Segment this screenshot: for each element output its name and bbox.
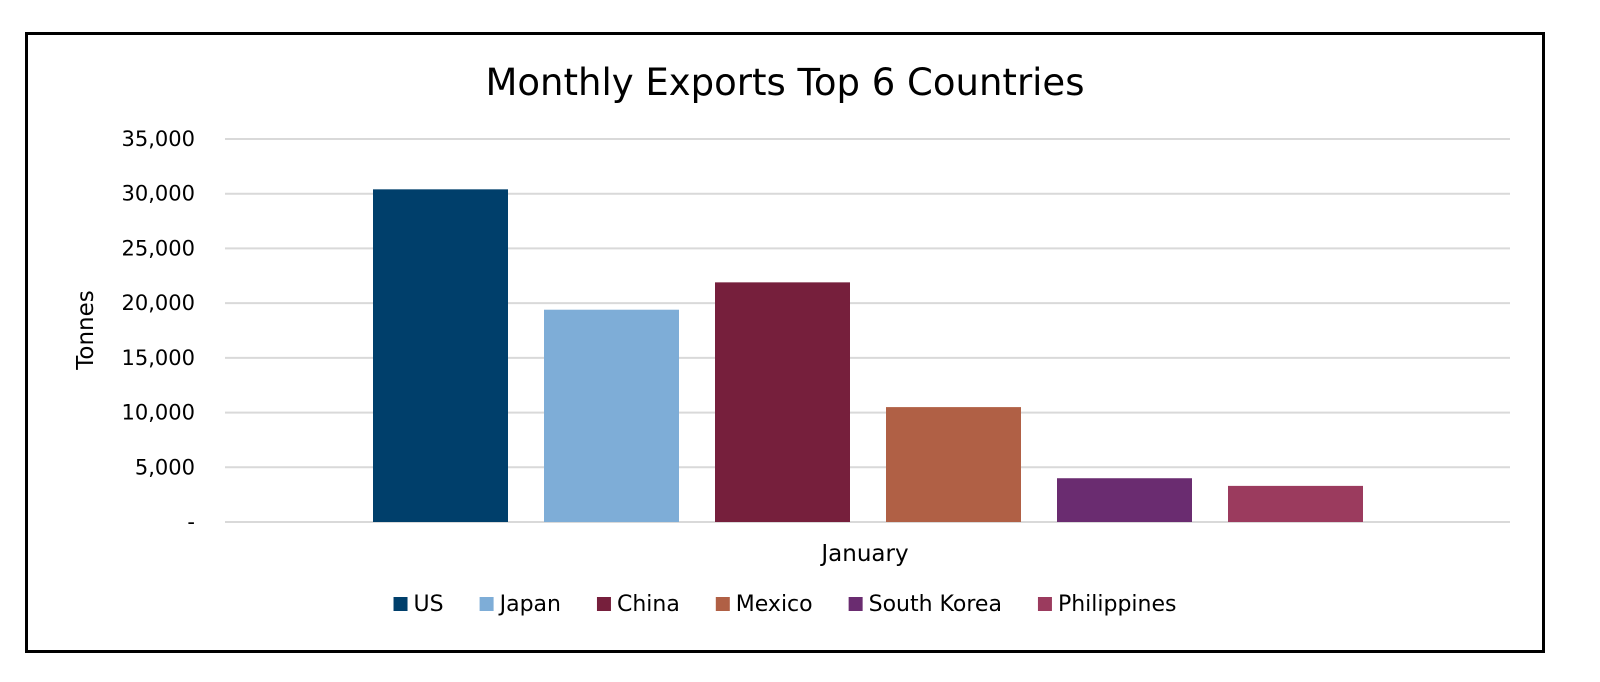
y-tick-label: 5,000 [135, 455, 195, 479]
bar-chart: Monthly Exports Top 6 Countries - 5,000 10… [73, 61, 1510, 617]
legend-item-philippines: Philippines [1037, 592, 1177, 617]
y-tick-label: 35,000 [122, 127, 195, 151]
bar-china [715, 282, 850, 522]
legend-item-mexico: Mexico [715, 592, 813, 617]
legend-swatch [393, 597, 408, 611]
y-axis-label: Tonnes [73, 290, 99, 371]
legend-label: Mexico [736, 592, 813, 617]
y-tick-label: 15,000 [122, 346, 195, 370]
legend-item-japan: Japan [479, 592, 561, 617]
y-tick-label: - [187, 510, 195, 534]
legend-swatch [715, 597, 730, 611]
legend-item-china: China [596, 592, 680, 617]
legend-swatch [1037, 597, 1052, 611]
bars [373, 189, 1363, 522]
chart-title: Monthly Exports Top 6 Countries [486, 61, 1085, 104]
bar-mexico [886, 407, 1021, 522]
legend: US Japan China Mexico South Korea Philippines [393, 592, 1177, 617]
legend-swatch [479, 597, 494, 611]
bar-south-korea [1057, 478, 1192, 522]
legend-item-us: US [393, 592, 444, 617]
y-tick-label: 30,000 [122, 182, 195, 206]
y-tick-label: 10,000 [122, 401, 195, 425]
bar-japan [544, 309, 679, 522]
legend-item-south-korea: South Korea [848, 592, 1002, 617]
legend-label: China [617, 592, 680, 617]
legend-label: South Korea [869, 592, 1002, 617]
legend-swatch [848, 597, 863, 611]
y-tick-label: 25,000 [122, 236, 195, 260]
bar-philippines [1228, 485, 1363, 522]
y-tick-label: 20,000 [122, 291, 195, 315]
legend-label: Philippines [1058, 592, 1177, 617]
bar-us [373, 189, 508, 522]
legend-label: US [414, 592, 444, 617]
legend-swatch [596, 597, 611, 611]
y-axis-ticks: - 5,000 10,000 15,000 20,000 25,000 30,000 35,0… [122, 127, 195, 534]
x-axis-label: January [819, 541, 908, 567]
chart-frame: Monthly Exports Top 6 Countries - 5,000 10… [25, 32, 1545, 653]
legend-label: Japan [498, 592, 561, 617]
